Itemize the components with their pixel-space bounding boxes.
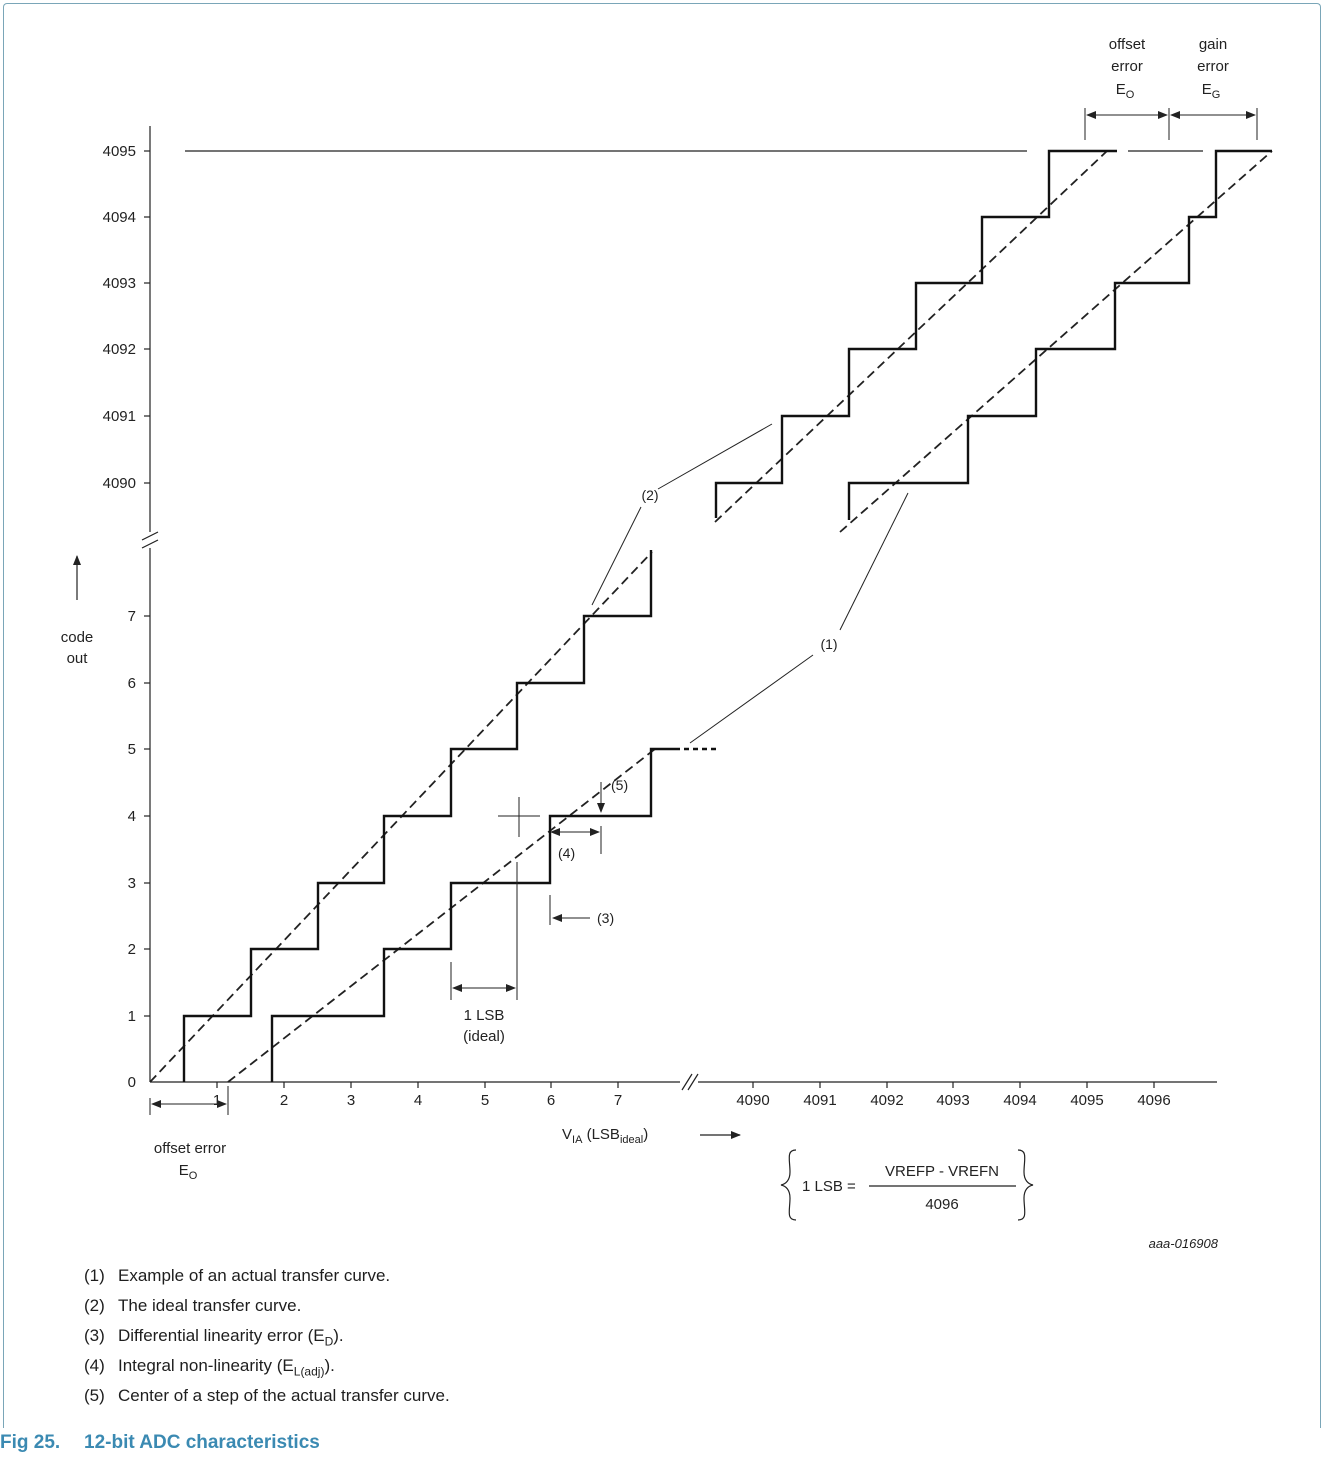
adc-characteristics-diagram: 0 1 2 3 4 5 6 7 4090 4091 4092 4093 4094 4095 1 2 3 4 5 6 7… — [61, 36, 1273, 1251]
x-axis-label: VIA (LSBideal) — [562, 1126, 648, 1146]
y-tick-label: 4091 — [103, 408, 136, 425]
y-tick-label: 4092 — [103, 341, 136, 358]
label-3: (3) — [597, 910, 614, 926]
note-5: (5) Center of a step of the actual transf… — [84, 1386, 450, 1405]
notes-list: (1) Example of an actual transfer curve. … — [84, 1266, 450, 1416]
leader-1-a — [839, 492, 909, 631]
actual-center-line-upper — [839, 150, 1273, 533]
x-axis-break-mark-1 — [681, 1073, 693, 1091]
gain-top-label-1: gain — [1199, 36, 1227, 53]
x-tick-label: 4094 — [1003, 1092, 1036, 1109]
formula-left: 1 LSB = — [802, 1178, 856, 1195]
ideal-staircase-lower — [182, 550, 653, 1082]
formula-brace-left — [780, 1149, 797, 1221]
y-tick-label: 6 — [128, 675, 136, 692]
y-tick-label: 4090 — [103, 475, 136, 492]
label-5: (5) — [611, 777, 628, 793]
x-tick-label: 4093 — [936, 1092, 969, 1109]
label-2: (2) — [641, 487, 658, 503]
lsb-label-1: 1 LSB — [464, 1007, 505, 1024]
actual-staircase-lower — [270, 747, 680, 1082]
y-tick-label: 5 — [128, 741, 136, 758]
label-1: (1) — [820, 636, 837, 652]
y-tick-label: 3 — [128, 875, 136, 892]
formula-numerator: VREFP - VREFN — [885, 1163, 999, 1180]
formula-brace-right — [1017, 1149, 1034, 1221]
x-tick-label: 4096 — [1137, 1092, 1170, 1109]
x-tick-label: 5 — [481, 1092, 489, 1109]
y-tick-label: 4093 — [103, 275, 136, 292]
offset-bottom-label-1: offset error — [154, 1140, 226, 1157]
y-axis-break-mark-1 — [141, 531, 159, 541]
leader-2-b — [591, 506, 642, 606]
lsb-label-2: (ideal) — [463, 1028, 505, 1045]
gain-top-label-3: EG — [1202, 81, 1221, 101]
y-tick-label: 4094 — [103, 209, 136, 226]
y-label-line1: code — [61, 629, 94, 646]
leader-1-b — [689, 654, 814, 744]
note-3: (3) Differential linearity error (ED). — [84, 1326, 344, 1349]
x-tick-label: 1 — [213, 1092, 221, 1109]
x-tick-label: 4 — [414, 1092, 422, 1109]
y-label-line2: out — [67, 650, 89, 667]
x-tick-label: 3 — [347, 1092, 355, 1109]
x-tick-label: 2 — [280, 1092, 288, 1109]
offset-top-label-1: offset — [1109, 36, 1146, 53]
y-tick-label: 7 — [128, 608, 136, 625]
figure-number: Fig 25. — [0, 1432, 61, 1453]
figure-caption: Fig 25. 12-bit ADC characteristics — [0, 1432, 320, 1454]
offset-bottom-label-2: EO — [179, 1162, 198, 1182]
ideal-staircase-upper — [714, 149, 1117, 518]
y-tick-label: 4 — [128, 808, 136, 825]
ideal-transfer-line-upper — [714, 150, 1108, 523]
gain-top-label-2: error — [1197, 58, 1229, 75]
y-tick-label: 4095 — [103, 143, 136, 160]
note-4: (4) Integral non-linearity (EL(adj)). — [84, 1356, 335, 1379]
note-2: (2) The ideal transfer curve. — [84, 1296, 302, 1315]
offset-top-label-3: EO — [1116, 81, 1135, 101]
figure-title: 12-bit ADC characteristics — [84, 1432, 320, 1453]
figure-frame — [3, 3, 1321, 1428]
y-tick-label: 2 — [128, 941, 136, 958]
figure-code: aaa-016908 — [1149, 1236, 1219, 1251]
x-tick-label: 4095 — [1070, 1092, 1103, 1109]
y-tick-label: 1 — [128, 1008, 136, 1025]
actual-center-line-lower — [227, 748, 656, 1083]
x-tick-label: 6 — [547, 1092, 555, 1109]
x-tick-label: 4092 — [870, 1092, 903, 1109]
x-tick-label: 7 — [614, 1092, 622, 1109]
label-4: (4) — [558, 845, 575, 861]
note-1: (1) Example of an actual transfer curve. — [84, 1266, 391, 1285]
x-tick-label: 4091 — [803, 1092, 836, 1109]
x-tick-label: 4090 — [736, 1092, 769, 1109]
leader-2-a — [657, 423, 773, 490]
y-tick-label: 0 — [128, 1074, 136, 1091]
x-axis-break-mark-2 — [687, 1073, 699, 1091]
formula-denominator: 4096 — [925, 1196, 958, 1213]
y-axis-break-mark-2 — [141, 539, 159, 549]
actual-staircase-upper — [847, 149, 1272, 520]
offset-top-label-2: error — [1111, 58, 1143, 75]
